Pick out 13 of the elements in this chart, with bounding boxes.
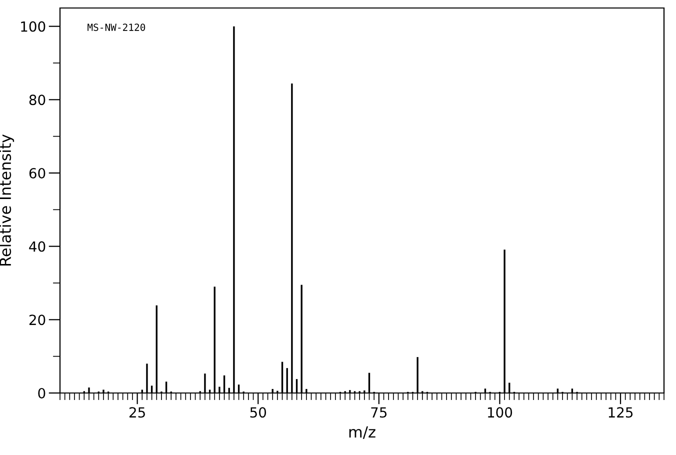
annotation: MS-NW-2120 xyxy=(88,24,146,31)
y-tick-label: 80 xyxy=(29,94,46,106)
y-tick-label: 60 xyxy=(29,168,46,178)
x-tick-label: 75 xyxy=(371,407,387,418)
x-tick-label: 50 xyxy=(250,407,266,418)
y-tick-label: 20 xyxy=(29,314,46,326)
x-tick-label: 100 xyxy=(488,407,512,418)
y-tick-label: 0 xyxy=(38,388,46,398)
x-tick-label: 125 xyxy=(608,407,633,418)
x-axis-title: m/z xyxy=(349,426,376,439)
y-tick-label: 40 xyxy=(29,241,46,252)
y-tick-label: 100 xyxy=(21,21,46,32)
x-tick-label: 25 xyxy=(129,407,145,418)
